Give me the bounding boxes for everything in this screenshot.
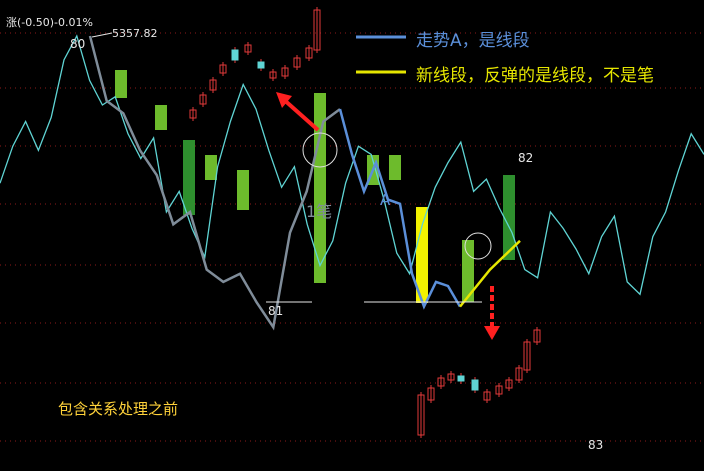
green-box [183,140,195,215]
symbol-label: 涨 [6,16,17,29]
red-arrow-head [276,92,292,108]
price-series-line [0,34,704,296]
peak-value-80: 5357.82 [112,27,158,40]
candle-body [523,341,531,371]
peak-label-80: 80 [70,37,86,51]
peak-label-82: 82 [518,151,534,165]
peak-label-81: 81 [268,304,284,318]
legend-label-new-segment: 新线段，反弹的是线段，不是笔 [416,66,654,86]
candle-body [505,379,513,389]
candle-body [447,373,455,381]
candle-body [231,49,239,61]
segment-line-grey [88,35,341,331]
candle-body [257,61,265,69]
candle-body [269,71,277,79]
segment-a-label: A [380,191,391,209]
green-box [462,240,474,302]
green-box [205,155,217,180]
candle-body [471,379,479,391]
candle-body [313,9,321,51]
green-box [155,105,167,130]
peak-80-leader [91,32,113,38]
bi-label: 1笔 [306,202,333,221]
candle-body [293,57,301,68]
candle-body [533,329,541,343]
candle-body [219,64,227,74]
yellow-box [416,207,428,303]
candle-body [515,367,523,381]
candle-body [457,375,465,382]
trend-a-line [338,108,462,310]
peak-label-83: 83 [588,438,604,452]
green-box [237,170,249,210]
candle-body [417,394,425,436]
candle-body [244,44,252,53]
green-box [389,155,401,180]
candle-body [495,385,503,395]
red-arrow-up-left [280,96,320,132]
change-value: (-0.50)-0.01% [17,16,93,29]
highlight-circle [302,132,338,168]
candle-body [281,67,289,77]
candle-body [199,94,207,105]
highlight-circle [464,232,492,260]
candle-body [305,47,313,59]
new-segment-line [459,239,521,308]
tall-green-box [314,93,326,283]
note-before-inclusion: 包含关系处理之前 [58,400,179,418]
candle-body [427,387,435,401]
header-quote: 涨(-0.50)-0.01% [6,14,93,30]
candle-body [189,109,197,119]
candle-body [437,377,445,387]
red-arrow-head [484,326,500,340]
candle-body [483,391,491,401]
candle-body [209,79,217,91]
legend-label-trend-a: 走势A，是线段 [416,31,530,51]
green-box [115,70,127,98]
green-box [503,175,515,260]
